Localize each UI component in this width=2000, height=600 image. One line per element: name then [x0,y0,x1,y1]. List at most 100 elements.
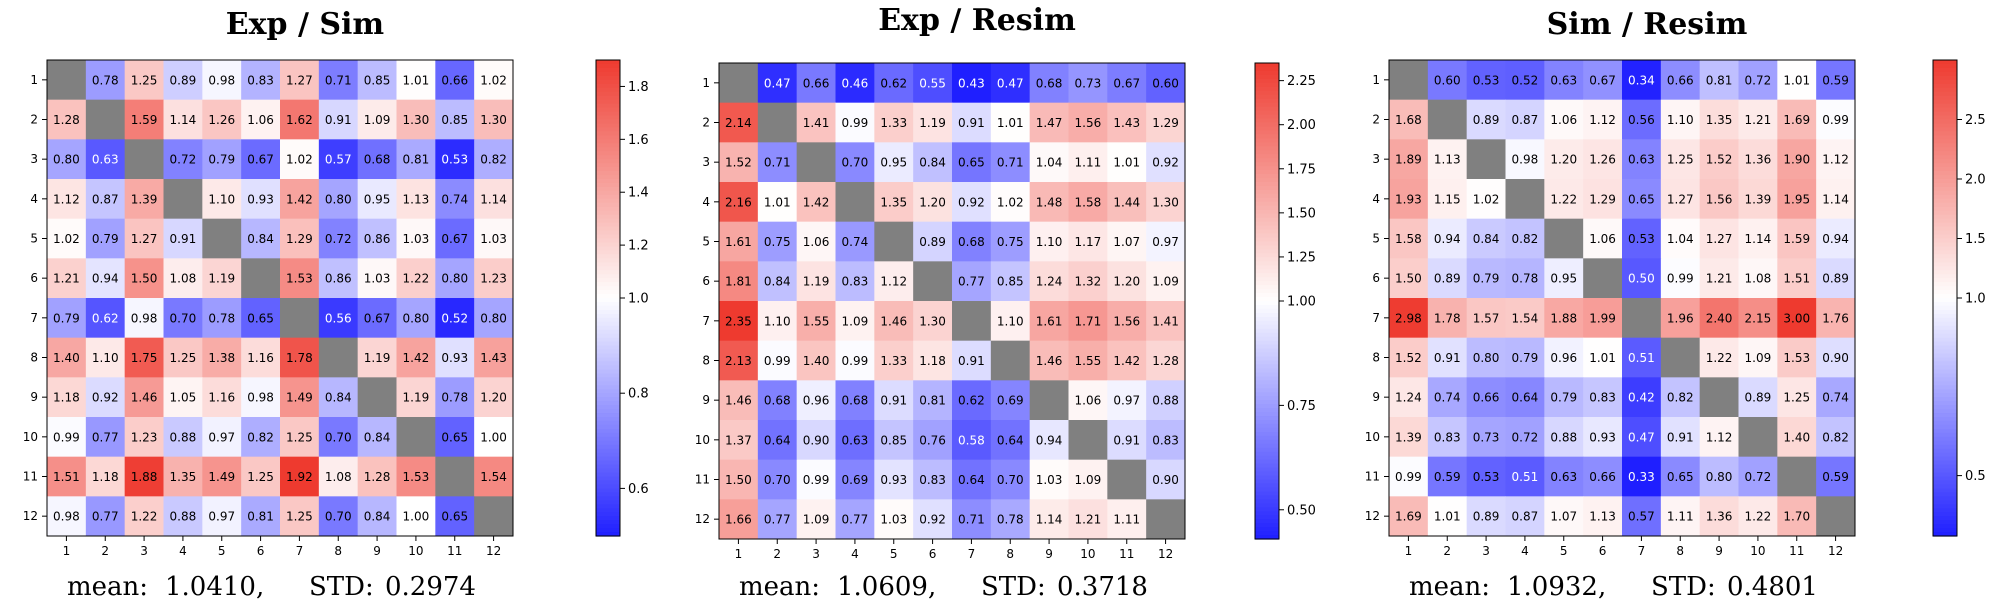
colorbar-strip [596,301,620,307]
x-tick-label: 11 [447,544,462,558]
colorbar-strip [1255,487,1279,492]
cell-value-label: 0.96 [803,394,830,408]
heatmap-cell [1583,377,1623,418]
cell-value-label: 1.22 [131,510,158,524]
cell-value-label: 0.98 [131,311,158,325]
heatmap-cell [357,258,397,299]
colorbar-strip [596,119,620,125]
colorbar-strip [596,377,620,382]
colorbar-strip [1255,82,1279,88]
colorbar-strip [1255,90,1279,96]
heatmap-cell [396,179,436,220]
colorbar-strip [1933,325,1957,331]
cell-value-label: 0.70 [842,156,869,170]
cell-value-label: 1.41 [1152,314,1179,328]
colorbar-strip [596,500,620,505]
cell-value-label: 0.67 [441,232,468,246]
colorbar-strip [596,298,620,303]
heatmap-cell [1389,377,1429,418]
diagonal-cell [1389,60,1429,101]
cell-value-label: 0.65 [958,156,985,170]
heatmap-cell [1738,258,1778,299]
cell-value-label: 1.21 [1075,513,1102,527]
plot-frame [718,62,1186,540]
colorbar-strip [596,524,620,529]
colorbar-strip [1255,503,1279,508]
heatmap-cell [1107,499,1147,540]
cell-value-label: 0.99 [842,116,869,130]
cell-value-label: 0.62 [958,394,985,408]
heatmap-cell [990,459,1031,500]
cell-value-label: 1.10 [764,314,791,328]
cell-value-label: 1.61 [1036,314,1063,328]
cell-value-label: 1.36 [1706,510,1733,524]
stat-mean-label: mean: [739,572,820,600]
heatmap-cell [1427,139,1468,180]
heatmap-cell [1389,139,1429,180]
colorbar-strip [1933,214,1957,220]
cell-value-label: 1.42 [1113,354,1140,368]
heatmap-cell [1466,179,1506,220]
colorbar-strip [596,333,620,339]
colorbar-strip [1255,74,1279,80]
cell-value-label: 1.09 [842,314,869,328]
heatmap-cell [318,179,359,220]
heatmap-cell [47,298,87,339]
cell-value-label: 1.32 [1075,275,1102,289]
colorbar-tick-label: 1.75 [1287,162,1316,177]
heatmap-cell [1466,337,1506,378]
cell-value-label: 0.65 [1628,192,1655,206]
colorbar-strip [1933,226,1957,232]
colorbar-strip [1933,71,1957,77]
cell-value-label: 1.44 [1113,195,1140,209]
colorbar-strip [596,325,620,331]
cell-value-label: 0.63 [1550,470,1577,484]
cell-value-label: 1.93 [1395,192,1422,206]
cell-value-label: 0.80 [53,153,80,167]
cell-value-label: 0.88 [1550,430,1577,444]
heatmap-cell [1660,99,1701,140]
cell-value-label: 0.69 [842,473,869,487]
heatmap-cell [1068,301,1108,342]
cell-value-label: 1.08 [325,470,352,484]
heatmap-cell [396,139,436,180]
colorbar-strip [596,345,620,351]
colorbar-strip [596,432,620,438]
cell-value-label: 0.56 [325,311,352,325]
heatmap-cell [124,298,164,339]
cell-value-label: 0.67 [364,311,391,325]
colorbar-strip [1933,401,1957,406]
colorbar-strip [1933,488,1957,493]
cell-value-label: 0.89 [1473,510,1500,524]
heatmap-cell [952,459,992,500]
colorbar-strip [596,242,620,248]
cell-value-label: 0.66 [1667,73,1694,87]
colorbar-strip [1255,479,1279,485]
colorbar-strip [1255,499,1279,504]
cell-value-label: 1.01 [1434,510,1461,524]
heatmap-cell [796,221,836,262]
cell-value-label: 1.37 [725,433,752,447]
y-tick-label: 4 [702,195,710,209]
heatmap-cell [1427,179,1468,220]
heatmap-cell [357,337,397,378]
colorbar-strip [596,516,620,521]
heatmap-cell [1466,377,1506,418]
cell-value-label: 1.25 [170,351,197,365]
heatmap-cell [719,459,759,500]
colorbar-strip [596,123,620,129]
colorbar-strip [596,91,620,97]
heatmap-cell [1544,377,1584,418]
colorbar-strip [1933,341,1957,347]
heatmap-cell [280,139,320,180]
y-tick-label: 6 [702,274,710,288]
heatmap-cell [47,218,87,259]
colorbar-strip [1933,305,1957,311]
colorbar-strip [1933,242,1957,248]
colorbar-strip [1933,432,1957,438]
colorbar-strip [596,413,620,418]
heatmap-cell [1660,456,1701,497]
colorbar-strip [1933,496,1957,501]
colorbar-strip [596,79,620,85]
cell-value-label: 0.87 [1512,113,1539,127]
